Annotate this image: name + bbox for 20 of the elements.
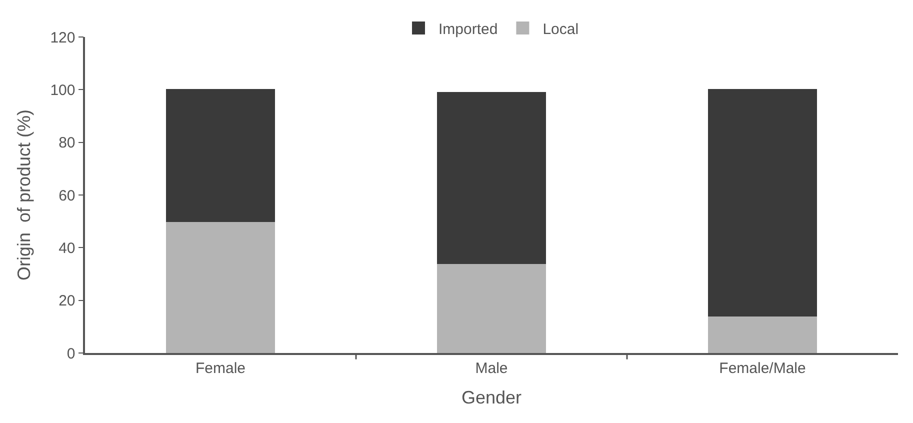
x-tick-label: Female/Male	[719, 360, 806, 377]
y-tick-label: 100	[50, 82, 76, 99]
y-tick-label: 60	[58, 187, 76, 204]
x-axis-title: Gender	[461, 387, 522, 408]
y-tick-label: 0	[66, 345, 76, 362]
y-axis-title: Origin of product (%)	[14, 109, 34, 281]
y-tick-label: 40	[58, 240, 76, 257]
bar	[166, 220, 276, 353]
y-tick-label: 20	[58, 292, 76, 310]
bar	[436, 262, 546, 353]
y-tick-label: 120	[50, 29, 76, 46]
bar	[708, 316, 818, 353]
x-tick-label: Female	[195, 360, 246, 377]
y-tick-label: 80	[58, 134, 76, 152]
x-tick-label: Male	[475, 360, 508, 377]
bar	[436, 92, 546, 264]
legend-label: Local	[542, 20, 579, 38]
legend-label: Imported	[438, 20, 498, 38]
bar	[708, 89, 818, 317]
bar	[166, 89, 276, 222]
